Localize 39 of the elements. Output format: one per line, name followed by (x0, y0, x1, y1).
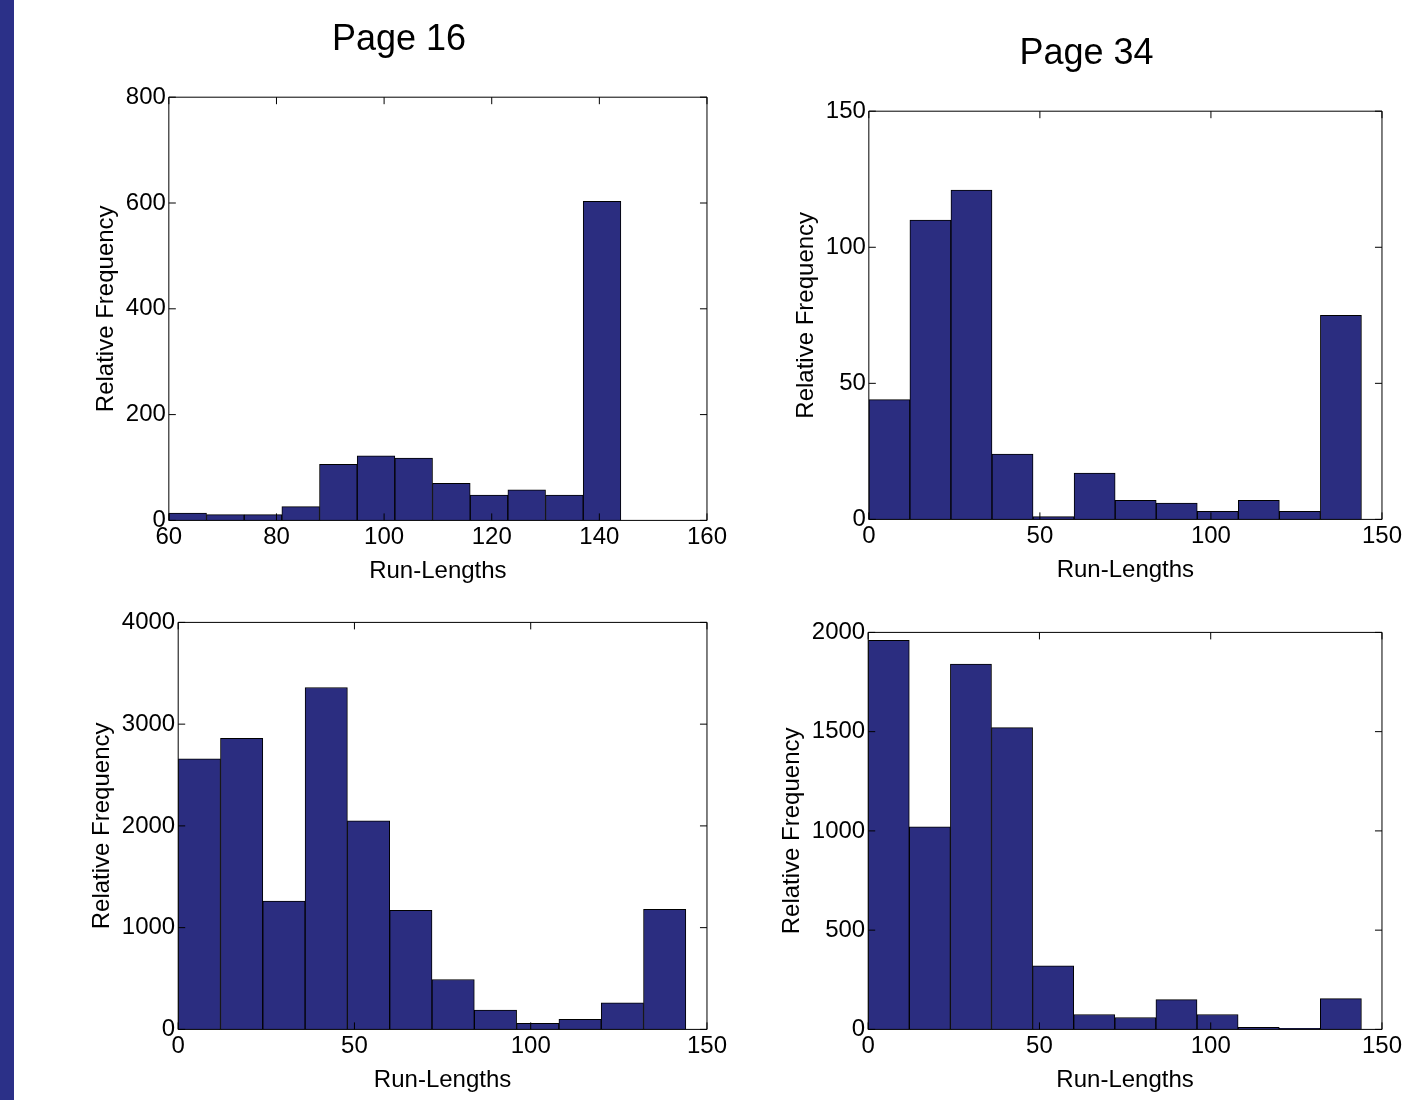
x-axis-title: Run-Lengths (373, 1065, 512, 1093)
x-tick-label: 100 (510, 1031, 551, 1059)
chart-title: Page 16 (331, 16, 467, 58)
y-tick-label: 1500 (811, 716, 866, 744)
y-tick-label: 400 (125, 293, 166, 321)
x-tick-label: 160 (686, 522, 727, 550)
x-tick-label: 50 (341, 1031, 368, 1059)
x-axis-title: Run-Lengths (369, 556, 507, 584)
x-tick-label: 140 (579, 522, 620, 550)
y-axis-title: Relative Frequency (791, 211, 819, 419)
y-tick-label: 150 (825, 95, 866, 123)
y-tick-label: 1000 (811, 815, 866, 843)
x-tick-label: 50 (1026, 521, 1054, 549)
y-tick-label: 600 (125, 187, 166, 215)
x-axis-title: Run-Lengths (1056, 1065, 1194, 1093)
y-tick-label: 200 (125, 399, 166, 427)
y-tick-label: 100 (825, 231, 866, 259)
y-axis-title: Relative Frequency (87, 722, 115, 930)
x-tick-label: 80 (263, 522, 290, 550)
x-tick-label: 150 (686, 1031, 727, 1059)
chart-title: Page 34 (1019, 30, 1154, 72)
x-tick-label: 150 (1361, 1031, 1402, 1059)
y-tick-label: 500 (825, 914, 866, 942)
y-tick-label: 800 (125, 81, 166, 109)
y-tick-label: 4000 (121, 607, 176, 635)
x-tick-label: 150 (1361, 521, 1402, 549)
x-tick-label: 120 (471, 522, 512, 550)
x-tick-label: 100 (1190, 1031, 1231, 1059)
x-tick-label: 50 (1026, 1031, 1053, 1059)
x-tick-label: 100 (1190, 521, 1231, 549)
y-tick-label: 2000 (121, 810, 176, 838)
y-tick-label: 3000 (121, 708, 176, 736)
x-axis-title: Run-Lengths (1056, 555, 1195, 583)
y-axis-title: Relative Frequency (777, 727, 805, 935)
x-tick-label: 100 (364, 522, 405, 550)
y-tick-label: 50 (839, 367, 866, 395)
y-tick-label: 1000 (121, 912, 176, 940)
y-axis-title: Relative Frequency (91, 205, 119, 413)
y-tick-label: 2000 (811, 617, 866, 645)
